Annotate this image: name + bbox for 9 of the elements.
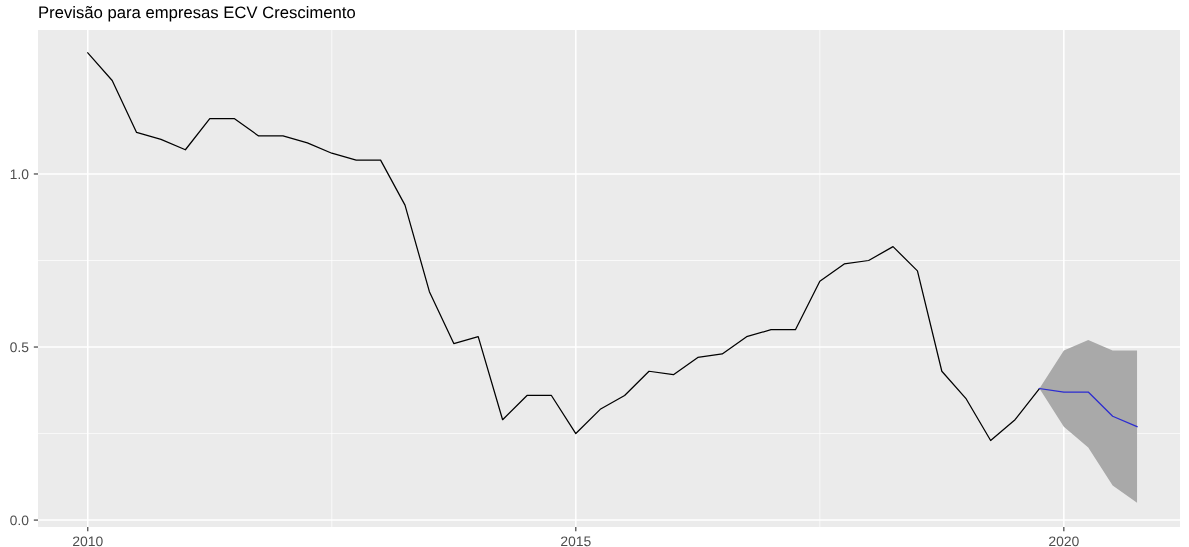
y-tick-label: 0.5 <box>10 342 29 353</box>
y-tick-label: 0.0 <box>10 515 29 526</box>
x-tick-label: 2015 <box>561 536 591 547</box>
line-series <box>87 52 1041 442</box>
x-tick-label: 2010 <box>73 536 103 547</box>
x-tick-label: 2020 <box>1049 536 1079 547</box>
chart-title: Previsão para empresas ECV Crescimento <box>39 6 356 22</box>
y-tick-label: 1.0 <box>10 169 29 180</box>
line-series <box>1038 387 1138 428</box>
